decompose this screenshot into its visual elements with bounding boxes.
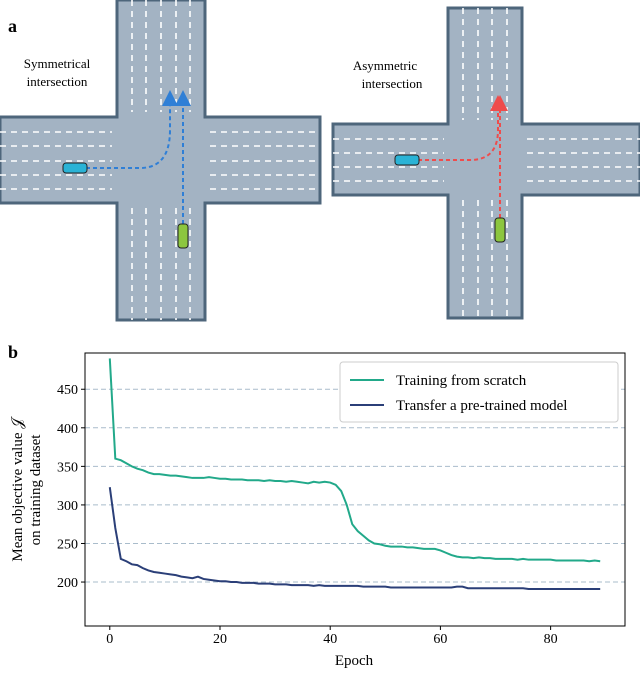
y-tick-label: 450 bbox=[57, 383, 78, 398]
y-tick-label: 400 bbox=[57, 422, 78, 437]
legend-box bbox=[339, 361, 619, 423]
caption: intersection bbox=[362, 76, 423, 91]
y-axis-label: Mean objective value 𝒥 bbox=[10, 416, 26, 562]
series-line bbox=[108, 358, 601, 563]
series-line bbox=[108, 487, 601, 590]
legend-label: Training from scratch bbox=[396, 373, 527, 389]
y-tick-label: 350 bbox=[57, 460, 78, 475]
plot-frame bbox=[84, 352, 626, 627]
x-tick-label: 40 bbox=[323, 632, 337, 647]
x-tick-label: 0 bbox=[106, 632, 113, 647]
diagram-left bbox=[0, 0, 322, 322]
legend-label: Transfer a pre-trained model bbox=[396, 398, 567, 414]
x-tick-label: 80 bbox=[544, 632, 558, 647]
y-tick-label: 300 bbox=[57, 499, 78, 514]
y-tick-label: 200 bbox=[57, 576, 78, 591]
x-axis-label: Epoch bbox=[335, 653, 374, 669]
caption: Symmetrical bbox=[24, 56, 91, 71]
x-tick-label: 20 bbox=[213, 632, 227, 647]
x-tick-label: 60 bbox=[433, 632, 447, 647]
caption: intersection bbox=[27, 74, 88, 89]
caption: Asymmetric bbox=[353, 58, 417, 73]
y-axis-label: on training dataset bbox=[28, 434, 44, 546]
diagram-right bbox=[331, 6, 640, 320]
y-tick-label: 250 bbox=[57, 537, 78, 552]
panel-label: b bbox=[8, 342, 18, 362]
panel-label: a bbox=[8, 16, 17, 36]
